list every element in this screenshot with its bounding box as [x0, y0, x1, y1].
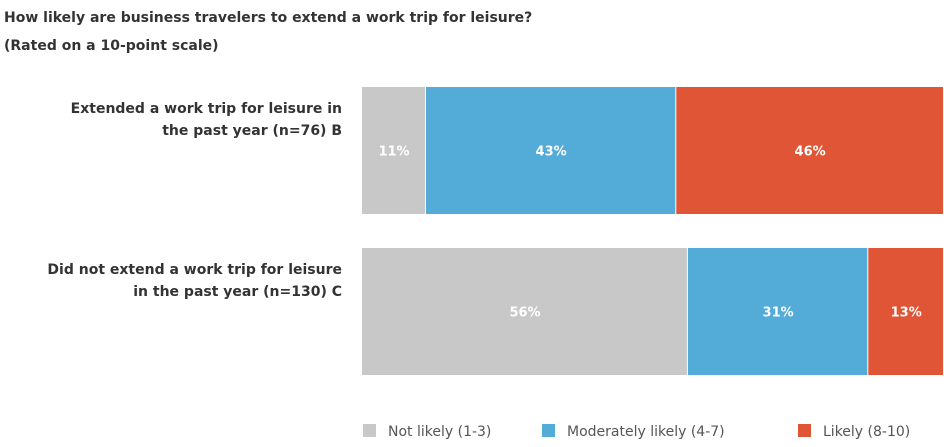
bar-segment-moderately-likely	[426, 87, 676, 214]
category-label-line: the past year (n=76) B	[162, 123, 342, 139]
legend-item-likely: Likely (8-10)	[798, 424, 910, 444]
category-label-line: Extended a work trip for leisure in	[70, 101, 342, 117]
bar-segment-moderately-likely	[687, 248, 868, 375]
category-label-extended: Extended a work trip for leisure in the …	[2, 98, 342, 142]
legend-swatch	[363, 424, 376, 437]
legend-label: Moderately likely (4-7)	[567, 424, 725, 440]
legend-swatch	[798, 424, 811, 437]
chart-title: How likely are business travelers to ext…	[4, 10, 533, 26]
data-label: 13%	[891, 306, 922, 321]
data-label: 56%	[509, 306, 540, 321]
bar-segment-not-likely	[362, 248, 687, 375]
legend-label: Likely (8-10)	[823, 424, 911, 440]
category-label-line: in the past year (n=130) C	[133, 284, 342, 300]
category-label-not-extended: Did not extend a work trip for leisure i…	[2, 259, 342, 303]
legend-swatch	[542, 424, 555, 437]
data-label: 31%	[763, 306, 794, 321]
data-label: 11%	[378, 145, 409, 160]
bar-segment-likely	[868, 248, 943, 375]
legend-label: Not likely (1-3)	[388, 424, 492, 440]
data-label: 43%	[536, 145, 567, 160]
legend-item-not-likely: Not likely (1-3)	[363, 424, 491, 444]
bar-segment-likely	[676, 87, 943, 214]
legend-item-moderately-likely: Moderately likely (4-7)	[542, 424, 725, 444]
category-label-line: Did not extend a work trip for leisure	[47, 262, 342, 278]
chart-subtitle: (Rated on a 10-point scale)	[4, 38, 219, 54]
bar-segment-not-likely	[362, 87, 425, 214]
data-label: 46%	[795, 145, 826, 160]
